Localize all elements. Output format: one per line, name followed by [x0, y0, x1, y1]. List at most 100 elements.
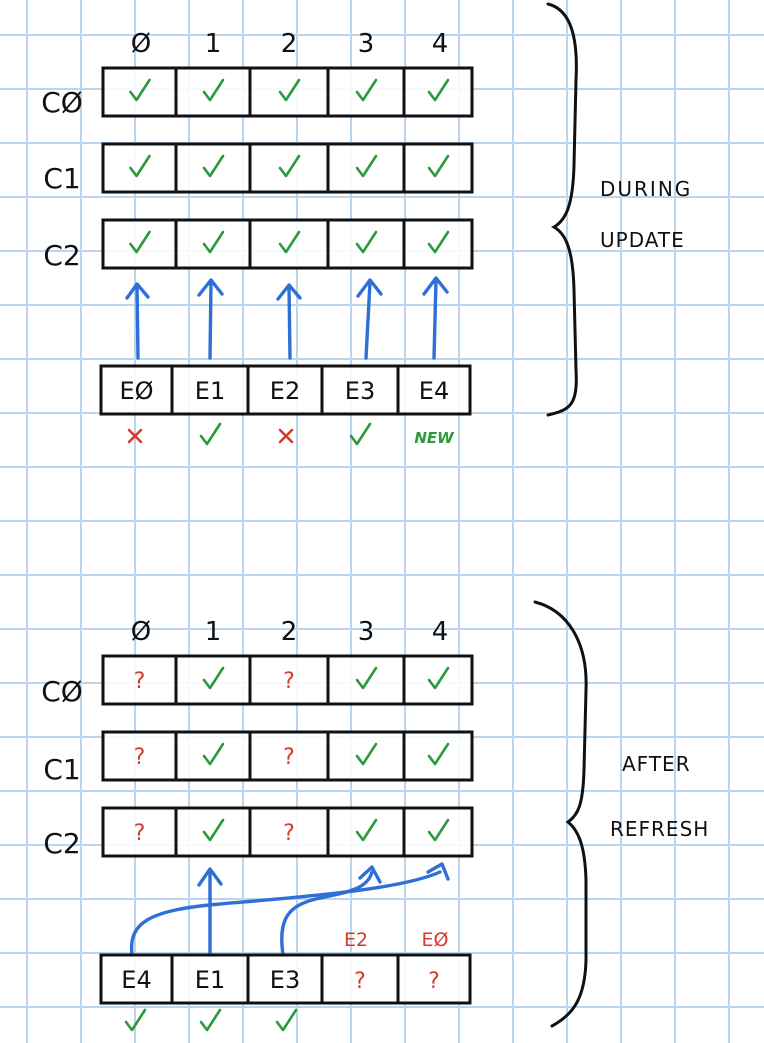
grid-cell [278, 230, 301, 254]
checkmark-icon [278, 230, 301, 254]
checkmark-icon [355, 818, 378, 842]
checkmark-icon [202, 666, 225, 690]
question-mark-icon: ? [134, 821, 146, 846]
missing-entry-label: E2 [344, 929, 368, 951]
question-mark-icon: ? [134, 745, 146, 770]
entry-cell: E2 [270, 377, 300, 405]
grid-cell: ? [134, 745, 146, 770]
svg-text:?: ? [283, 745, 295, 770]
top-column-header: 2 [281, 29, 298, 59]
question-mark-icon: ? [134, 669, 146, 694]
grid-cell: ? [283, 745, 295, 770]
top-column-headers: Ø 1 2 3 4 [131, 29, 449, 59]
cell-row: ?? [101, 654, 474, 706]
grid-cell [427, 230, 450, 254]
checkmark-icon [202, 742, 225, 766]
entry-cell: ? [354, 969, 366, 994]
checkmark-icon [355, 154, 378, 178]
grid-cell [202, 742, 225, 766]
top-column-header: 3 [358, 29, 375, 59]
top-row-label: C2 [43, 239, 80, 272]
top-entry-statuses: NEW [127, 422, 455, 447]
bottom-column-header: 1 [205, 617, 222, 647]
bottom-column-header: 2 [281, 617, 298, 647]
grid-cell [355, 230, 378, 254]
during-label: DURING [600, 177, 692, 201]
bottom-row-label: CØ [41, 675, 83, 708]
new-status-label: NEW [414, 429, 455, 447]
during-update-section: Ø 1 2 3 4 CØ C1 C2 EØ E1 E2 E3 E4 NEW DURING… [41, 2, 692, 447]
grid-cell: ? [283, 669, 295, 694]
bottom-column-header: 3 [358, 617, 375, 647]
grid-cell [129, 230, 151, 254]
svg-text:?: ? [134, 745, 146, 770]
after-refresh-section: Ø 1 2 3 4 CØ C1 C2 ?????? [41, 600, 709, 1032]
cell-row-frame [101, 218, 474, 270]
cell-row [101, 142, 474, 194]
cell-row-frame [101, 142, 474, 194]
grid-cell: ? [134, 669, 146, 694]
checkmark-icon [427, 230, 450, 254]
grid-cell [129, 78, 151, 102]
remap-arrow-e1 [197, 867, 223, 957]
checkmark-icon [124, 1008, 147, 1032]
grid-cell [355, 78, 378, 102]
svg-text:?: ? [134, 821, 146, 846]
remap-arrow-e4 [129, 862, 450, 957]
bottom-row-label: C1 [43, 753, 80, 786]
checkmark-icon [129, 78, 151, 102]
entry-cell: E4 [121, 966, 151, 994]
question-mark-icon: ? [283, 821, 295, 846]
checkmark-icon [427, 818, 450, 842]
top-update-arrows [125, 276, 449, 360]
up-arrow [125, 282, 150, 360]
grid-cell [278, 154, 301, 178]
checkmark-icon [199, 422, 222, 446]
top-entry-row: EØ E1 E2 E3 E4 [99, 364, 472, 416]
cell-row-frame [101, 730, 474, 782]
up-arrow [422, 276, 449, 360]
grid-cell [355, 154, 378, 178]
grid-cell [278, 78, 301, 102]
checkmark-icon [427, 742, 450, 766]
top-row-label: CØ [41, 86, 83, 119]
checkmark-icon [427, 154, 450, 178]
grid-cell [427, 78, 450, 102]
grid-cell: ? [283, 821, 295, 846]
checkmark-icon [129, 230, 151, 254]
grid-cell [355, 818, 378, 842]
entry-cell: EØ [119, 377, 153, 405]
checkmark-icon [202, 154, 225, 178]
question-mark-icon: ? [283, 669, 295, 694]
grid-cell: ? [134, 821, 146, 846]
entry-cell: E1 [195, 377, 225, 405]
up-arrow [197, 278, 224, 360]
refresh-label: REFRESH [610, 817, 709, 841]
grid-cell [202, 818, 225, 842]
grid-cell [427, 742, 450, 766]
checkmark-icon [202, 230, 225, 254]
cell-row-frame [101, 806, 474, 858]
cell-row: ?? [101, 730, 474, 782]
checkmark-icon [202, 78, 225, 102]
grid-cell [202, 230, 225, 254]
grid-cell [202, 78, 225, 102]
cross-icon [278, 428, 294, 444]
top-column-header: 1 [205, 29, 222, 59]
missing-entry-label: EØ [422, 929, 449, 951]
entry-cell: E3 [345, 377, 375, 405]
grid-cell [427, 818, 450, 842]
svg-text:?: ? [283, 821, 295, 846]
cell-row-frame [101, 654, 474, 706]
checkmark-icon [202, 818, 225, 842]
checkmark-icon [355, 230, 378, 254]
checkmark-icon [355, 78, 378, 102]
checkmark-icon [427, 666, 450, 690]
bottom-cell-grid: ?????? [101, 654, 474, 858]
top-column-header: 4 [432, 29, 449, 59]
entry-cell: E4 [419, 377, 449, 405]
grid-cell [355, 742, 378, 766]
top-cell-grid [101, 66, 474, 270]
checkmark-icon [129, 154, 151, 178]
